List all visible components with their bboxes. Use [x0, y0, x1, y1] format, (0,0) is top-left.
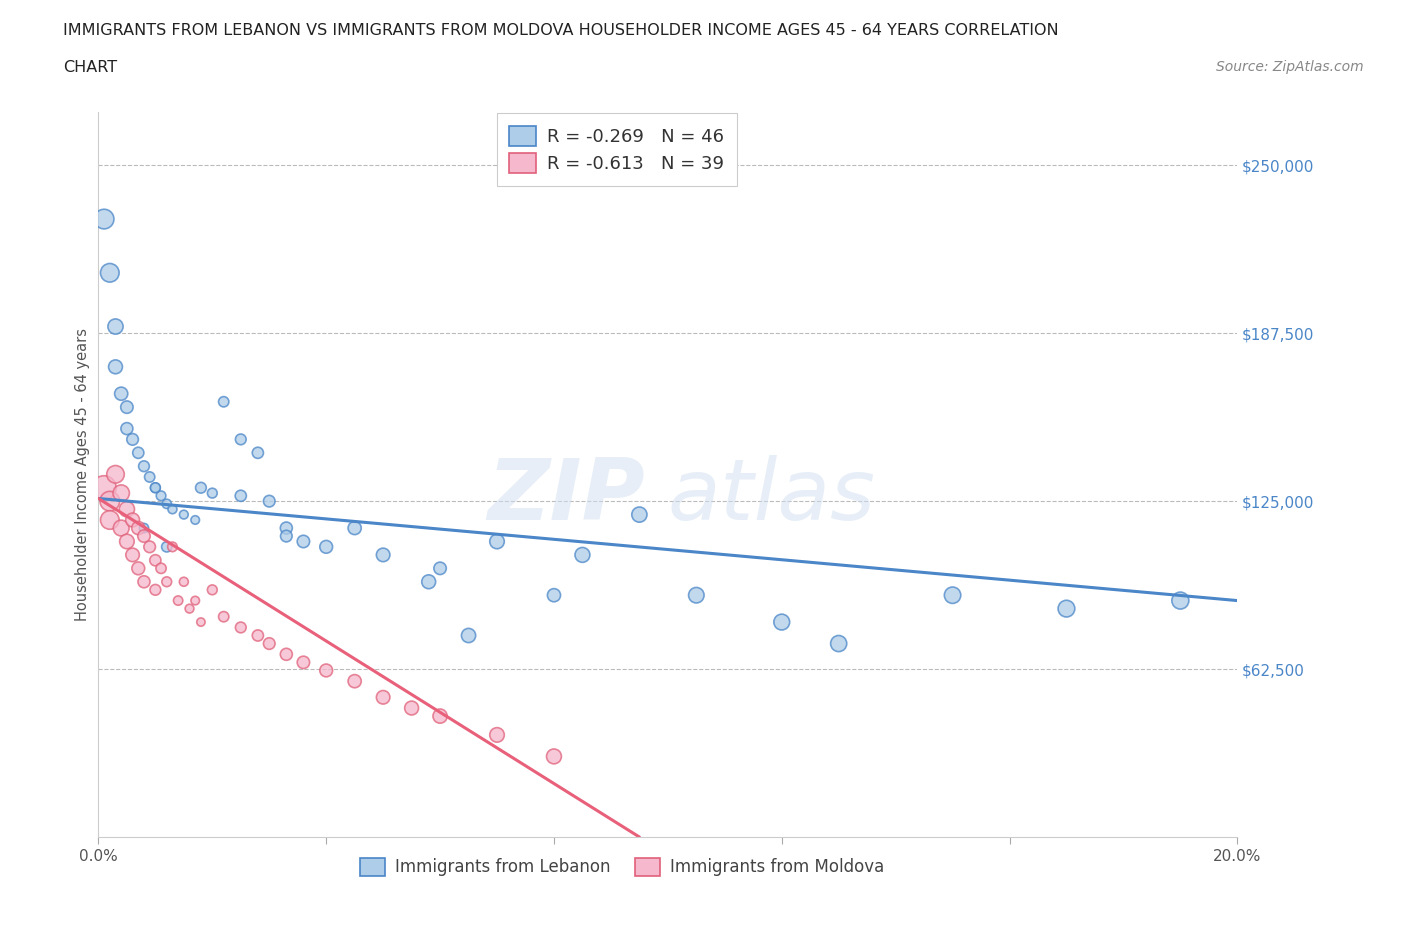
Point	[167, 593, 190, 608]
Point	[156, 575, 179, 590]
Y-axis label: Householder Income Ages 45 - 64 years: Householder Income Ages 45 - 64 years	[75, 327, 90, 621]
Point	[276, 521, 298, 536]
Point	[229, 488, 252, 503]
Point	[343, 673, 366, 688]
Point	[190, 480, 212, 495]
Text: ZIP: ZIP	[488, 455, 645, 538]
Point	[145, 480, 167, 495]
Point	[110, 485, 132, 500]
Point	[571, 548, 593, 563]
Point	[132, 575, 155, 590]
Point	[292, 655, 315, 670]
Point	[429, 561, 451, 576]
Point	[184, 593, 207, 608]
Point	[543, 749, 565, 764]
Point	[229, 432, 252, 446]
Point	[110, 521, 132, 536]
Point	[110, 386, 132, 401]
Point	[343, 521, 366, 536]
Point	[401, 700, 423, 715]
Point	[184, 512, 207, 527]
Point	[98, 494, 121, 509]
Point	[1056, 601, 1078, 616]
Point	[162, 502, 184, 517]
Point	[115, 534, 138, 549]
Point	[115, 502, 138, 517]
Point	[229, 620, 252, 635]
Point	[685, 588, 707, 603]
Point	[276, 647, 298, 662]
Point	[132, 528, 155, 543]
Point	[628, 507, 651, 522]
Point	[179, 601, 201, 616]
Legend: Immigrants from Lebanon, Immigrants from Moldova: Immigrants from Lebanon, Immigrants from…	[353, 851, 891, 884]
Point	[828, 636, 851, 651]
Point	[276, 528, 298, 543]
Point	[246, 628, 269, 643]
Point	[132, 521, 155, 536]
Point	[156, 497, 179, 512]
Point	[156, 539, 179, 554]
Text: Source: ZipAtlas.com: Source: ZipAtlas.com	[1216, 60, 1364, 74]
Point	[770, 615, 793, 630]
Point	[104, 359, 127, 374]
Point	[457, 628, 479, 643]
Point	[201, 582, 224, 597]
Point	[145, 552, 167, 567]
Point	[121, 432, 143, 446]
Point	[121, 548, 143, 563]
Point	[145, 582, 167, 597]
Point	[115, 400, 138, 415]
Point	[246, 445, 269, 460]
Point	[201, 485, 224, 500]
Point	[543, 588, 565, 603]
Point	[150, 488, 173, 503]
Point	[942, 588, 965, 603]
Point	[115, 421, 138, 436]
Point	[173, 575, 195, 590]
Point	[373, 548, 395, 563]
Point	[121, 512, 143, 527]
Point	[145, 480, 167, 495]
Point	[104, 467, 127, 482]
Point	[138, 470, 160, 485]
Point	[127, 521, 149, 536]
Point	[259, 636, 281, 651]
Point	[315, 539, 337, 554]
Text: atlas: atlas	[668, 455, 876, 538]
Point	[150, 561, 173, 576]
Point	[98, 265, 121, 280]
Point	[127, 445, 149, 460]
Point	[212, 394, 235, 409]
Point	[162, 539, 184, 554]
Point	[93, 212, 115, 227]
Point	[486, 727, 509, 742]
Point	[138, 539, 160, 554]
Point	[212, 609, 235, 624]
Point	[104, 319, 127, 334]
Point	[259, 494, 281, 509]
Point	[173, 507, 195, 522]
Text: IMMIGRANTS FROM LEBANON VS IMMIGRANTS FROM MOLDOVA HOUSEHOLDER INCOME AGES 45 - : IMMIGRANTS FROM LEBANON VS IMMIGRANTS FR…	[63, 23, 1059, 38]
Point	[418, 575, 440, 590]
Point	[98, 512, 121, 527]
Point	[190, 615, 212, 630]
Point	[1170, 593, 1192, 608]
Text: CHART: CHART	[63, 60, 117, 75]
Point	[132, 458, 155, 473]
Point	[292, 534, 315, 549]
Point	[429, 709, 451, 724]
Point	[373, 690, 395, 705]
Point	[486, 534, 509, 549]
Point	[315, 663, 337, 678]
Point	[93, 480, 115, 495]
Point	[127, 561, 149, 576]
